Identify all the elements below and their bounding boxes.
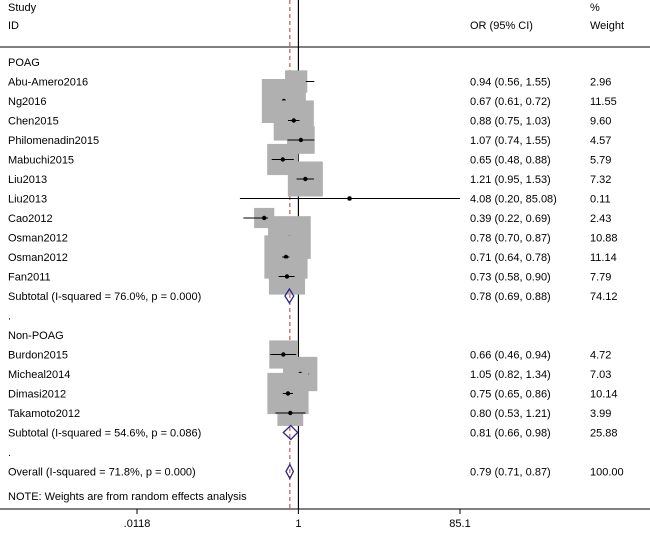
x-tick-label: .0118 (124, 518, 151, 530)
or-ci-value: 0.88 (0.75, 1.03) (470, 116, 551, 128)
point-estimate (261, 215, 267, 221)
study-label: Chen2015 (8, 116, 59, 128)
point-estimate (284, 274, 290, 279)
study-label: Ng2016 (8, 96, 47, 108)
weight-value: 7.03 (590, 369, 611, 381)
point-estimate (291, 118, 296, 123)
subtotal-label: Subtotal (I-squared = 54.6%, p = 0.086) (8, 428, 201, 440)
or-ci-value: 1.05 (0.82, 1.34) (470, 369, 551, 381)
study-label: Burdon2015 (8, 350, 68, 362)
group-label: Non-POAG (8, 330, 64, 342)
study-label: Liu2013 (8, 174, 47, 186)
subtotal-label: Subtotal (I-squared = 76.0%, p = 0.000) (8, 291, 201, 303)
or-ci-value: 0.39 (0.22, 0.69) (470, 213, 551, 225)
or-ci-value: 0.75 (0.65, 0.86) (470, 389, 551, 401)
point-estimate (298, 137, 304, 143)
or-ci-value: 0.94 (0.56, 1.55) (470, 77, 551, 89)
subtotal-diamond (284, 287, 295, 305)
or-ci-value: 1.07 (0.74, 1.55) (470, 135, 551, 147)
weight-value: 7.32 (590, 174, 611, 186)
or-ci-value: 0.71 (0.64, 0.78) (470, 252, 551, 264)
point-estimate (283, 254, 289, 260)
weight-value: 7.79 (590, 272, 611, 284)
weight-value: 0.11 (590, 194, 611, 206)
weight-value: 3.99 (590, 408, 611, 420)
weight-value: 74.12 (590, 291, 618, 303)
study-label: Mabuchi2015 (8, 155, 74, 167)
or-ci-value: 0.65 (0.48, 0.88) (470, 155, 551, 167)
x-tick-label: 1 (295, 518, 301, 530)
spacer-dot: . (8, 311, 11, 323)
or-ci-value: 0.67 (0.61, 0.72) (470, 96, 551, 108)
subtotal-diamond (282, 424, 299, 441)
study-label: Cao2012 (8, 213, 53, 225)
study-label: Osman2012 (8, 252, 68, 264)
point-estimate (285, 391, 291, 396)
study-label: Fan2011 (8, 272, 51, 284)
spacer-dot: . (8, 447, 11, 459)
weight-value: 2.96 (590, 77, 611, 89)
or-ci-value: 0.79 (0.71, 0.87) (470, 467, 551, 479)
point-estimate (288, 410, 293, 416)
footnote: NOTE: Weights are from random effects an… (8, 491, 247, 503)
or-ci-value: 1.21 (0.95, 1.53) (470, 174, 551, 186)
or-ci-value: 0.78 (0.70, 0.87) (470, 233, 551, 245)
weight-value: 11.14 (590, 252, 617, 264)
or-ci-value: 0.78 (0.69, 0.88) (470, 291, 551, 303)
header-or-ci: OR (95% CI) (470, 20, 533, 32)
or-ci-value: 0.66 (0.46, 0.94) (470, 350, 551, 362)
point-estimate (347, 196, 352, 201)
weight-value: 5.79 (590, 155, 611, 167)
study-label: Liu2013 (8, 194, 47, 206)
weight-value: 9.60 (590, 116, 611, 128)
header-weight: Weight (590, 20, 625, 32)
weight-value: 10.88 (590, 233, 618, 245)
or-ci-value: 0.80 (0.53, 1.21) (470, 408, 551, 420)
or-ci-value: 0.81 (0.66, 0.98) (470, 428, 551, 440)
weight-value: 4.57 (590, 135, 611, 147)
weight-value: 2.43 (590, 213, 611, 225)
header-study: Study (8, 2, 37, 14)
weight-value: 11.55 (590, 96, 617, 108)
point-estimate (281, 352, 286, 357)
or-ci-value: 0.73 (0.58, 0.90) (470, 272, 551, 284)
header-id: ID (8, 20, 19, 32)
group-label: POAG (8, 57, 40, 69)
point-estimate (303, 176, 308, 182)
overall-diamond (285, 463, 295, 480)
weight-value: 10.14 (590, 389, 618, 401)
point-estimate (280, 157, 285, 162)
weight-value: 25.88 (590, 428, 618, 440)
study-label: Micheal2014 (8, 369, 70, 381)
study-label: Abu-Amero2016 (8, 77, 88, 89)
study-label: Osman2012 (8, 233, 68, 245)
study-label: Philomenadin2015 (8, 135, 99, 147)
weight-value: 100.00 (590, 467, 624, 479)
header-percent: % (590, 2, 600, 14)
x-tick-label: 85.1 (449, 518, 470, 530)
study-label: Dimasi2012 (8, 389, 66, 401)
study-label: Takamoto2012 (8, 408, 80, 420)
or-ci-value: 4.08 (0.20, 85.08) (470, 194, 557, 206)
weight-value: 4.72 (590, 350, 611, 362)
overall-label: Overall (I-squared = 71.8%, p = 0.000) (8, 467, 196, 479)
